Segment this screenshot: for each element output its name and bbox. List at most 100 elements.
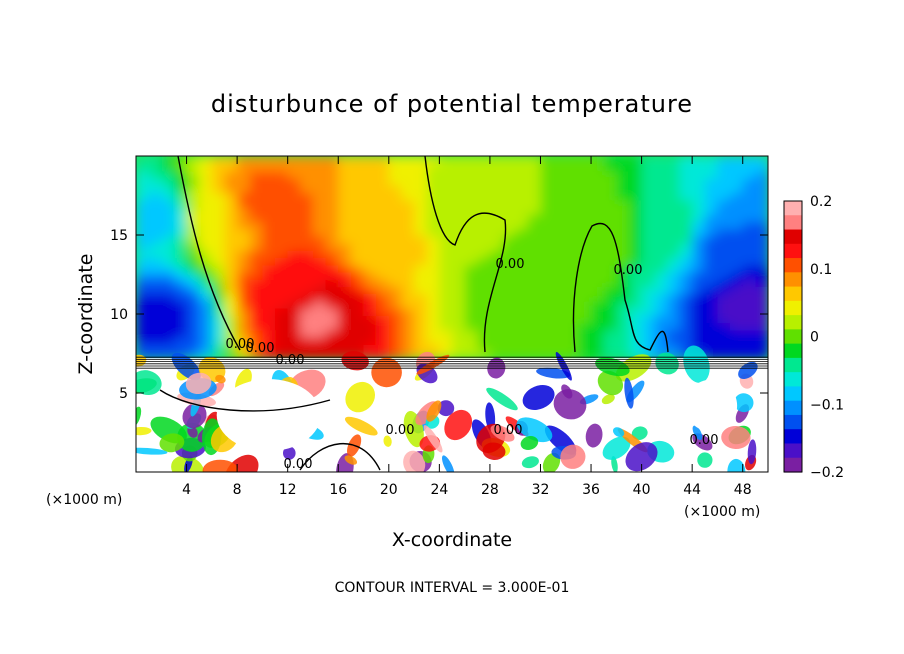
field-cell (502, 206, 517, 215)
field-cell (641, 300, 656, 309)
field-cell (414, 286, 428, 295)
field-cell (199, 278, 213, 287)
field-cell (148, 163, 163, 172)
field-cell (338, 271, 352, 280)
field-cell (388, 206, 403, 215)
field-cell (629, 213, 643, 222)
field-cell (161, 307, 175, 316)
field-cell (452, 199, 466, 208)
field-cell (540, 228, 555, 237)
turbulence-cell (486, 387, 518, 411)
field-cell (553, 228, 567, 237)
field-cell (325, 177, 340, 186)
field-cell (199, 177, 213, 186)
field-cell (237, 235, 251, 244)
field-cell (755, 343, 768, 352)
field-cell (199, 156, 213, 165)
field-cell (629, 170, 643, 179)
colorbar-frame (783, 200, 803, 473)
field-cell (565, 307, 580, 316)
field-cell (591, 300, 605, 309)
field-cell (401, 163, 415, 172)
field-cell (401, 271, 415, 280)
field-cell (363, 184, 378, 194)
field-cell (464, 242, 479, 251)
field-cell (666, 206, 681, 215)
field-cell (325, 213, 340, 222)
field-cell (704, 184, 719, 194)
field-cell (350, 228, 365, 237)
field-cell (742, 286, 757, 295)
field-cell (755, 213, 768, 222)
field-cell (199, 235, 213, 244)
field-cell (439, 307, 453, 316)
field-cell (565, 343, 580, 352)
field-cell (363, 170, 378, 179)
field-cell (426, 286, 441, 295)
field-cell (515, 221, 529, 230)
field-cell (452, 206, 466, 215)
field-cell (578, 278, 592, 287)
field-cell (287, 221, 302, 230)
turbulence-cell (437, 400, 455, 417)
field-cell (287, 213, 302, 222)
field-cell (692, 192, 706, 201)
field-cell (502, 192, 517, 201)
field-cell (629, 249, 643, 259)
field-cell (376, 170, 390, 179)
field-cell (464, 293, 479, 302)
field-cell (161, 221, 175, 230)
field-cell (641, 249, 656, 259)
field-cell (553, 278, 567, 287)
field-cell (730, 343, 744, 352)
field-cell (489, 249, 504, 259)
field-cell (350, 343, 365, 352)
colorbar-swatch (784, 400, 802, 416)
field-cell (414, 343, 428, 352)
field-cell (755, 206, 768, 215)
field-cell (527, 264, 542, 273)
field-cell (300, 278, 314, 287)
field-cell (262, 257, 276, 266)
field-cell (388, 329, 403, 338)
field-cell (401, 228, 415, 237)
field-cell (540, 163, 555, 172)
field-cell (452, 293, 466, 302)
field-cell (553, 156, 567, 165)
field-cell (414, 156, 428, 165)
field-cell (717, 206, 731, 215)
field-cell (325, 300, 340, 309)
field-cell (186, 278, 201, 287)
field-cell (237, 307, 251, 316)
field-cell (641, 177, 656, 186)
field-cell (477, 351, 491, 360)
field-cell (717, 300, 731, 309)
field-cell (262, 351, 276, 360)
field-cell (704, 286, 719, 295)
field-cell (464, 221, 479, 230)
field-cell (211, 213, 226, 222)
field-cell (452, 163, 466, 172)
field-cell (439, 336, 453, 345)
field-cell (287, 249, 302, 259)
field-cell (565, 228, 580, 237)
field-cell (401, 206, 415, 215)
field-cell (275, 192, 289, 201)
field-cell (679, 170, 694, 179)
field-cell (641, 213, 656, 222)
field-cell (704, 351, 719, 360)
field-cell (262, 242, 276, 251)
field-cell (629, 329, 643, 338)
field-cell (186, 192, 201, 201)
field-cell (730, 170, 744, 179)
field-cell (313, 249, 327, 259)
field-cell (186, 221, 201, 230)
field-cell (755, 336, 768, 345)
colorbar-swatch (784, 357, 802, 373)
contour-line (299, 443, 381, 471)
field-cell (704, 343, 719, 352)
field-cell (502, 351, 517, 360)
field-cell (717, 177, 731, 186)
field-cell (704, 163, 719, 172)
field-cell (186, 351, 201, 360)
